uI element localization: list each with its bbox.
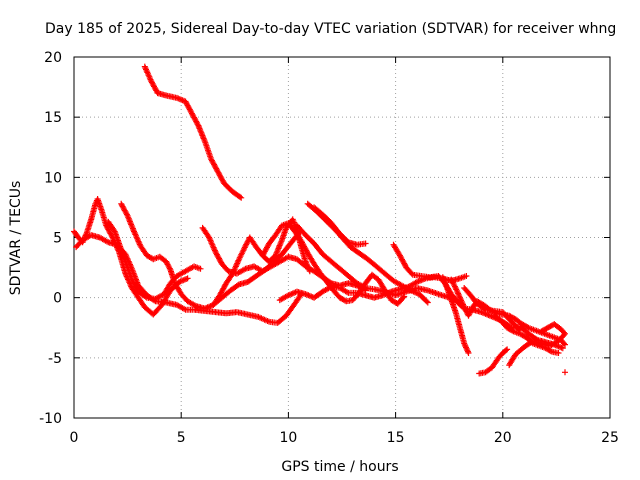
data-point xyxy=(194,121,201,128)
data-point xyxy=(197,265,204,272)
data-point xyxy=(562,369,568,376)
data-point xyxy=(105,226,112,233)
data-point xyxy=(559,345,566,352)
data-point xyxy=(463,273,470,279)
tick-labels: 0 5 10 15 20 25 -10 -5 0 5 10 15 20 xyxy=(39,50,619,446)
y-tick-label: 10 xyxy=(44,170,62,186)
y-tick-label: 20 xyxy=(44,50,62,66)
y-tick-label: 15 xyxy=(44,110,62,126)
x-tick-label: 25 xyxy=(601,430,619,446)
data-point xyxy=(539,327,546,334)
data-point xyxy=(560,340,567,347)
y-tick-label: 5 xyxy=(53,231,62,247)
y-tick-label: -5 xyxy=(48,351,62,367)
chart-title: Day 185 of 2025, Sidereal Day-to-day VTE… xyxy=(45,21,616,37)
axis-ticks xyxy=(73,56,611,419)
data-point xyxy=(145,72,152,79)
data-point xyxy=(515,326,522,333)
x-tick-label: 5 xyxy=(177,430,186,446)
data-point xyxy=(562,341,568,348)
y-axis-label: SDTVAR / TECUs xyxy=(8,181,24,296)
data-point xyxy=(555,350,562,356)
x-tick-label: 0 xyxy=(70,430,79,446)
data-point xyxy=(238,194,245,201)
data-points xyxy=(71,63,568,377)
data-point xyxy=(547,348,554,355)
data-point xyxy=(123,211,130,218)
x-tick-label: 20 xyxy=(494,430,512,446)
data-point xyxy=(362,240,369,247)
data-point xyxy=(503,347,509,354)
data-point xyxy=(465,350,472,356)
x-tick-label: 10 xyxy=(279,430,297,446)
data-point xyxy=(538,328,545,335)
data-point xyxy=(237,193,243,200)
x-tick-label: 15 xyxy=(387,430,405,446)
data-point xyxy=(481,305,488,312)
data-point xyxy=(423,298,430,305)
x-axis-label: GPS time / hours xyxy=(281,459,398,475)
data-point xyxy=(306,268,313,275)
data-point xyxy=(184,275,191,282)
data-point xyxy=(424,299,431,306)
y-tick-label: -10 xyxy=(39,411,62,427)
y-tick-label: 0 xyxy=(53,291,62,307)
data-point xyxy=(504,346,511,353)
data-point xyxy=(517,327,523,334)
data-point xyxy=(142,293,149,300)
